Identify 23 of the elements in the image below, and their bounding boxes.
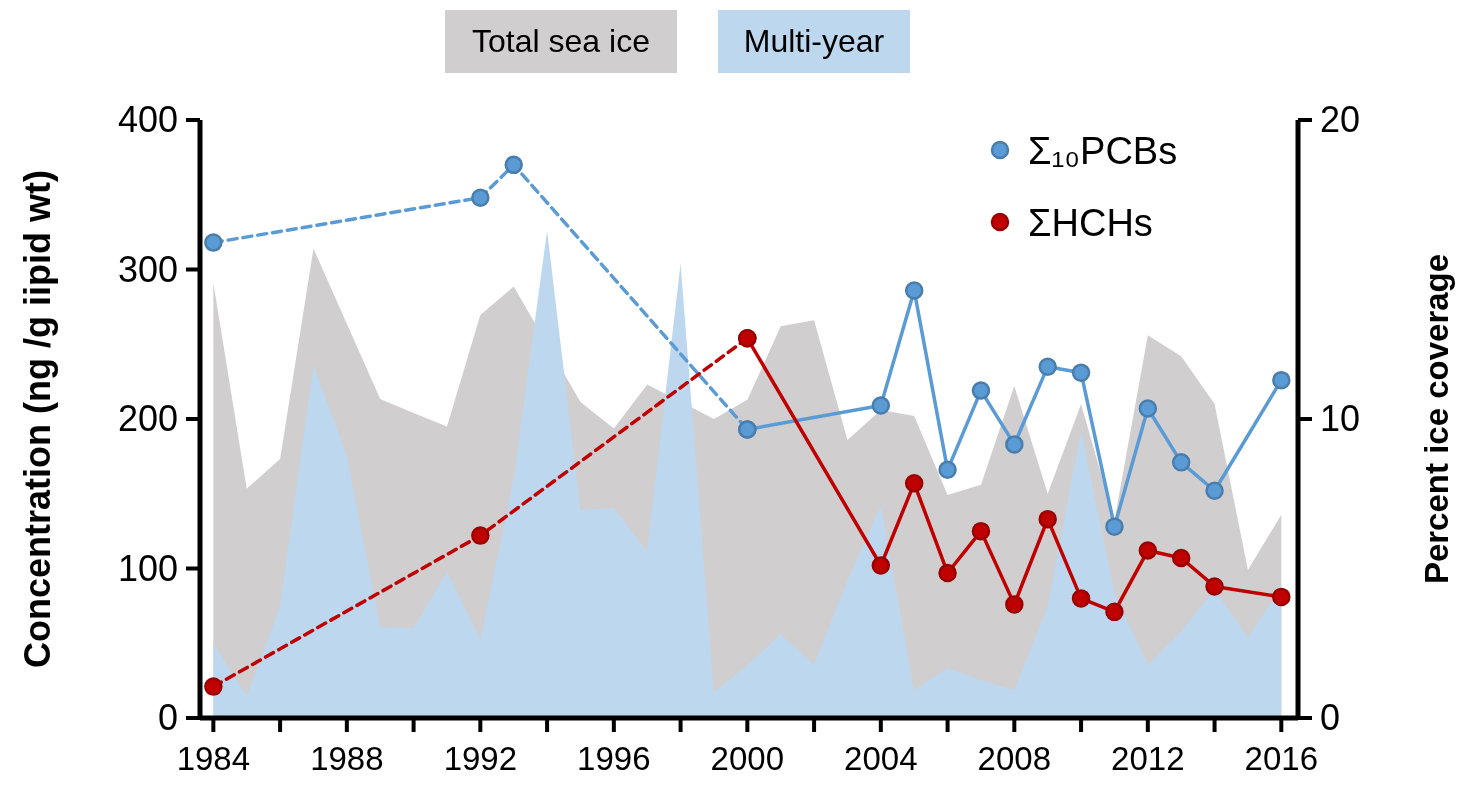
text: Multi-year <box>743 23 885 59</box>
y2-tick-label: 20 <box>1320 99 1361 140</box>
x-tick-label: 1988 <box>310 740 384 777</box>
x-tick-label: 2008 <box>977 740 1052 777</box>
y-tick-label: 200 <box>117 398 178 439</box>
y2-tick-label: 10 <box>1320 398 1361 439</box>
y-axis-title: Concentration (ng /g iipid wt) <box>17 170 58 668</box>
y-tick-label: 300 <box>117 248 178 290</box>
x-tick-label: 2012 <box>1111 740 1185 777</box>
legend-label: ΣHCHs <box>1028 202 1153 244</box>
y-tick-label: 0 <box>157 697 178 738</box>
x-tick-label: 2000 <box>710 740 785 777</box>
x-tick-label: 1996 <box>577 740 651 777</box>
x-tick-label: 2016 <box>1244 740 1319 777</box>
y2-axis-title: Percent ice coverage <box>1418 253 1455 585</box>
text: Total sea ice <box>472 23 650 59</box>
y2-tick-label: 0 <box>1320 697 1341 738</box>
x-tick-label: 2004 <box>844 740 918 777</box>
y-tick-label: 400 <box>117 99 178 140</box>
x-tick-label: 1984 <box>176 740 251 777</box>
y-tick-label: 100 <box>117 547 178 589</box>
x-tick-label: 1992 <box>443 740 518 777</box>
legend-label: Σ₁₀PCBs <box>1028 130 1178 172</box>
